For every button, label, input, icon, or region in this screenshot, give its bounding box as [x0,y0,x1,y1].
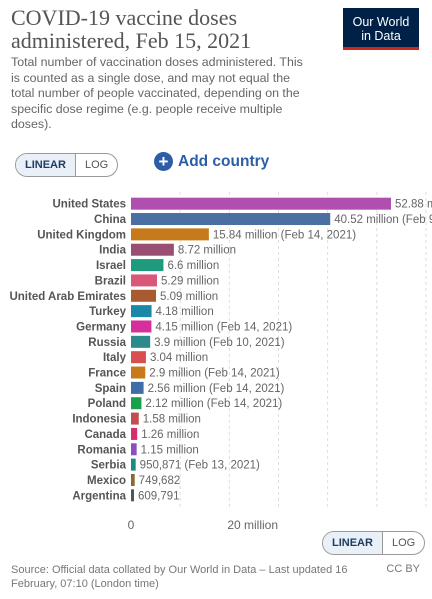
scale-toggle-bottom: LINEAR LOG [322,531,426,555]
value-label: 5.29 million [161,275,219,287]
value-label: 1.15 million [141,444,199,456]
logo-line-1: Our World [352,15,410,29]
bar-chart: United States 52.88 million (Feb 14, 2021… [9,192,432,532]
value-label: 3.04 million [150,352,208,364]
category-label: Spain [95,383,126,395]
bar [131,397,142,410]
bar [131,243,174,256]
bar [131,289,157,302]
source-note: Source: Official data collated by Our Wo… [11,564,348,590]
value-label: 15.84 million (Feb 14, 2021) [213,229,356,241]
category-label: Mexico [87,475,126,487]
bar [131,197,391,210]
log-button[interactable]: LOG [84,159,109,171]
value-label: 40.52 million (Feb 9, 2021) [334,214,432,226]
category-label: Serbia [91,460,127,472]
category-label: Indonesia [72,414,126,426]
category-label: Romania [77,444,126,456]
bar [131,228,209,241]
bar [131,305,152,318]
plus-icon: + [154,152,173,171]
value-label: 52.88 million (Feb 14, 2021) [395,199,432,211]
add-country-button[interactable]: + Add country [154,152,269,171]
chart-title: COVID-19 vaccine doses administered, Feb… [11,5,252,53]
owid-logo[interactable]: Our World in Data [343,8,419,50]
x-tick-label: 20 million [227,518,278,532]
license-link[interactable]: CC BY [386,563,420,575]
category-label: United Arab Emirates [9,291,126,303]
value-label: 4.18 million [156,306,214,318]
x-tick-label: 0 [128,518,135,532]
bar [131,458,136,471]
category-label: Canada [84,429,126,441]
logo-stripe [343,47,419,50]
scale-toggle-top: LINEAR LOG [15,153,119,177]
value-label: 4.15 million (Feb 14, 2021) [155,321,292,333]
linear-button-bottom[interactable]: LINEAR [323,532,383,554]
bar [131,381,144,394]
bar [131,335,151,348]
value-label: 950,871 (Feb 13, 2021) [140,460,260,472]
category-label: Argentina [72,490,126,502]
bar [131,443,137,456]
value-label: 609,791 [138,490,180,502]
chart-subtitle: Total number of vaccination doses admini… [11,55,303,131]
value-label: 1.26 million [141,429,199,441]
category-label: Germany [76,321,126,333]
bar [131,366,146,379]
value-label: 6.6 million [167,260,219,272]
bar [131,427,138,440]
category-label: Russia [88,337,126,349]
logo-line-2: in Data [361,29,401,43]
value-label: 5.09 million [160,291,218,303]
value-label: 2.9 million (Feb 14, 2021) [149,368,280,380]
category-label: Israel [96,260,126,272]
log-button-bottom[interactable]: LOG [391,537,416,549]
category-label: Brazil [95,275,126,287]
bar [131,320,152,333]
value-label: 3.9 million (Feb 10, 2021) [154,337,285,349]
bar [131,259,164,272]
category-label: United Kingdom [37,229,126,241]
bar [131,274,158,287]
category-label: United States [53,199,127,211]
category-label: France [88,368,126,380]
category-label: Turkey [89,306,126,318]
bar [131,489,134,502]
bar [131,412,139,425]
linear-button[interactable]: LINEAR [16,154,76,176]
bar [131,351,146,364]
value-label: 8.72 million [178,245,236,257]
category-label: India [99,245,126,257]
value-label: 2.56 million (Feb 14, 2021) [148,383,285,395]
value-label: 749,682 [139,475,181,487]
bar [131,213,331,226]
bar [131,473,135,486]
value-label: 1.58 million [143,414,201,426]
category-label: China [94,214,127,226]
category-label: Italy [103,352,127,364]
value-label: 2.12 million (Feb 14, 2021) [145,398,282,410]
category-label: Poland [88,398,126,410]
add-country-label: Add country [178,152,270,170]
